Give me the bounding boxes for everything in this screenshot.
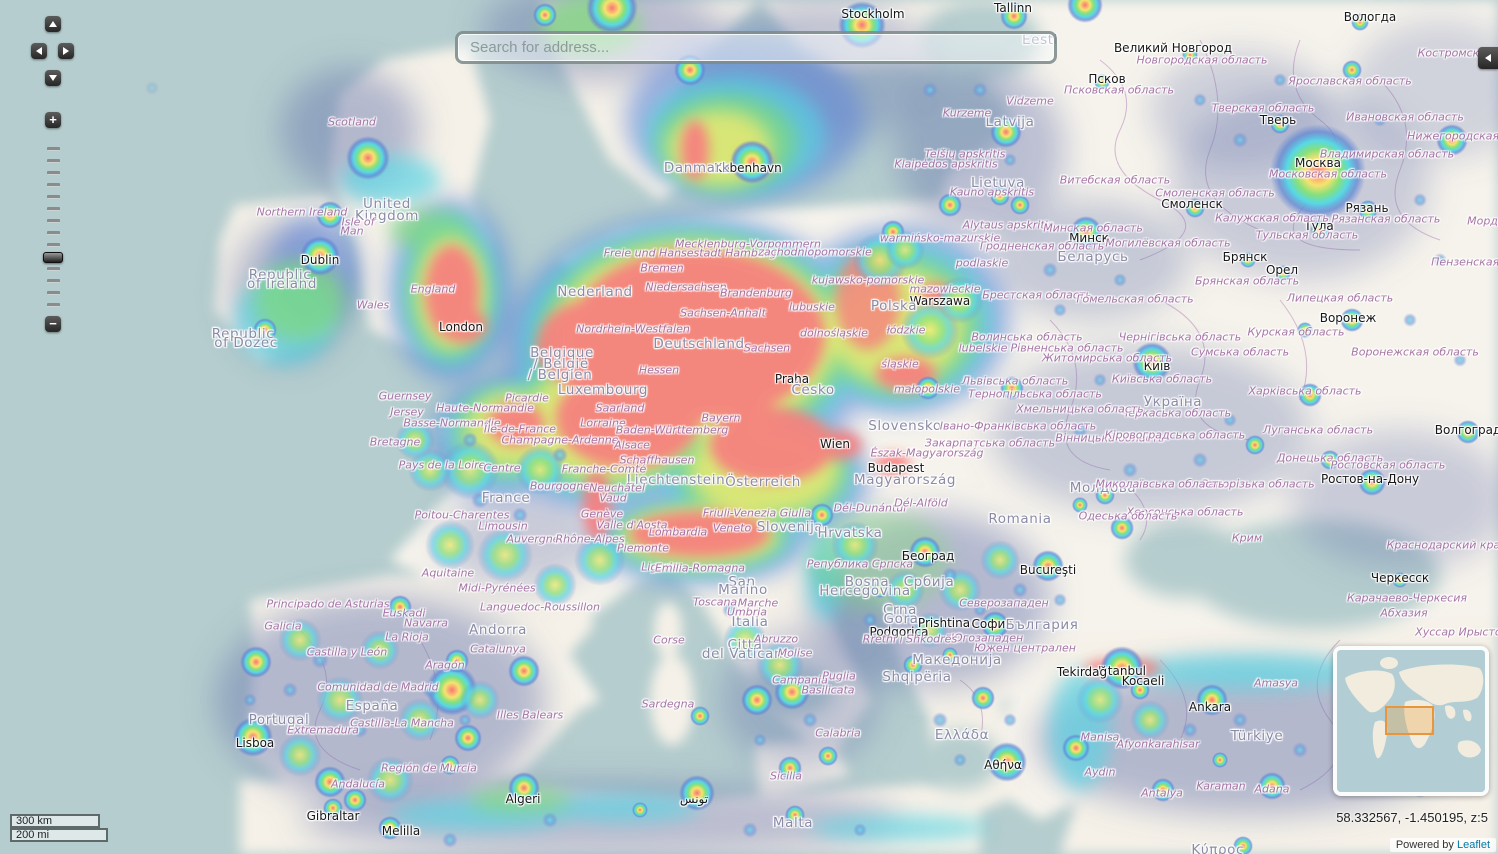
zoom-slider-tick <box>47 279 60 283</box>
zoom-slider-tick <box>47 207 60 211</box>
arrow-up-icon <box>49 21 57 27</box>
search-box <box>455 31 1057 64</box>
zoom-slider-tick <box>47 291 60 295</box>
minimap[interactable] <box>1333 646 1489 796</box>
zoom-slider-track[interactable] <box>44 145 64 311</box>
zoom-slider-tick <box>47 159 60 163</box>
pan-up-button[interactable] <box>45 16 61 32</box>
zoom-slider-tick <box>47 195 60 199</box>
minus-icon: − <box>49 316 57 331</box>
zoom-slider-tick <box>47 171 60 175</box>
pan-left-button[interactable] <box>31 43 47 59</box>
sidebar-collapse-button[interactable] <box>1478 47 1498 69</box>
collapse-left-icon <box>1485 54 1491 62</box>
pan-down-button[interactable] <box>45 70 61 86</box>
zoom-out-button[interactable]: − <box>45 316 61 332</box>
zoom-slider-tick <box>47 243 60 247</box>
arrow-right-icon <box>63 47 69 55</box>
zoom-slider-tick <box>47 183 60 187</box>
zoom-slider-handle[interactable] <box>43 252 63 263</box>
zoom-slider-tick <box>47 219 60 223</box>
zoom-slider-tick <box>47 231 60 235</box>
search-input[interactable] <box>458 34 1054 61</box>
arrow-left-icon <box>36 47 42 55</box>
zoom-slider-tick <box>47 303 60 307</box>
arrow-down-icon <box>49 75 57 81</box>
leaflet-link[interactable]: Leaflet <box>1456 839 1490 851</box>
pan-right-button[interactable] <box>58 43 74 59</box>
minimap-world <box>1337 650 1485 792</box>
plus-icon: + <box>49 112 57 127</box>
zoom-in-button[interactable]: + <box>45 112 61 128</box>
zoom-slider-tick <box>47 267 60 271</box>
zoom-slider-tick <box>47 147 60 151</box>
scale-bar-mi: 200 mi <box>10 828 108 842</box>
attribution: Powered by Leaflet <box>1389 838 1496 852</box>
scale-bar-km: 300 km <box>10 814 100 828</box>
minimap-viewport-rect[interactable] <box>1385 706 1434 735</box>
coordinates-display: 58.332567, -1.450195, z:5 <box>1336 810 1488 825</box>
attribution-prefix: Powered by <box>1395 839 1457 851</box>
